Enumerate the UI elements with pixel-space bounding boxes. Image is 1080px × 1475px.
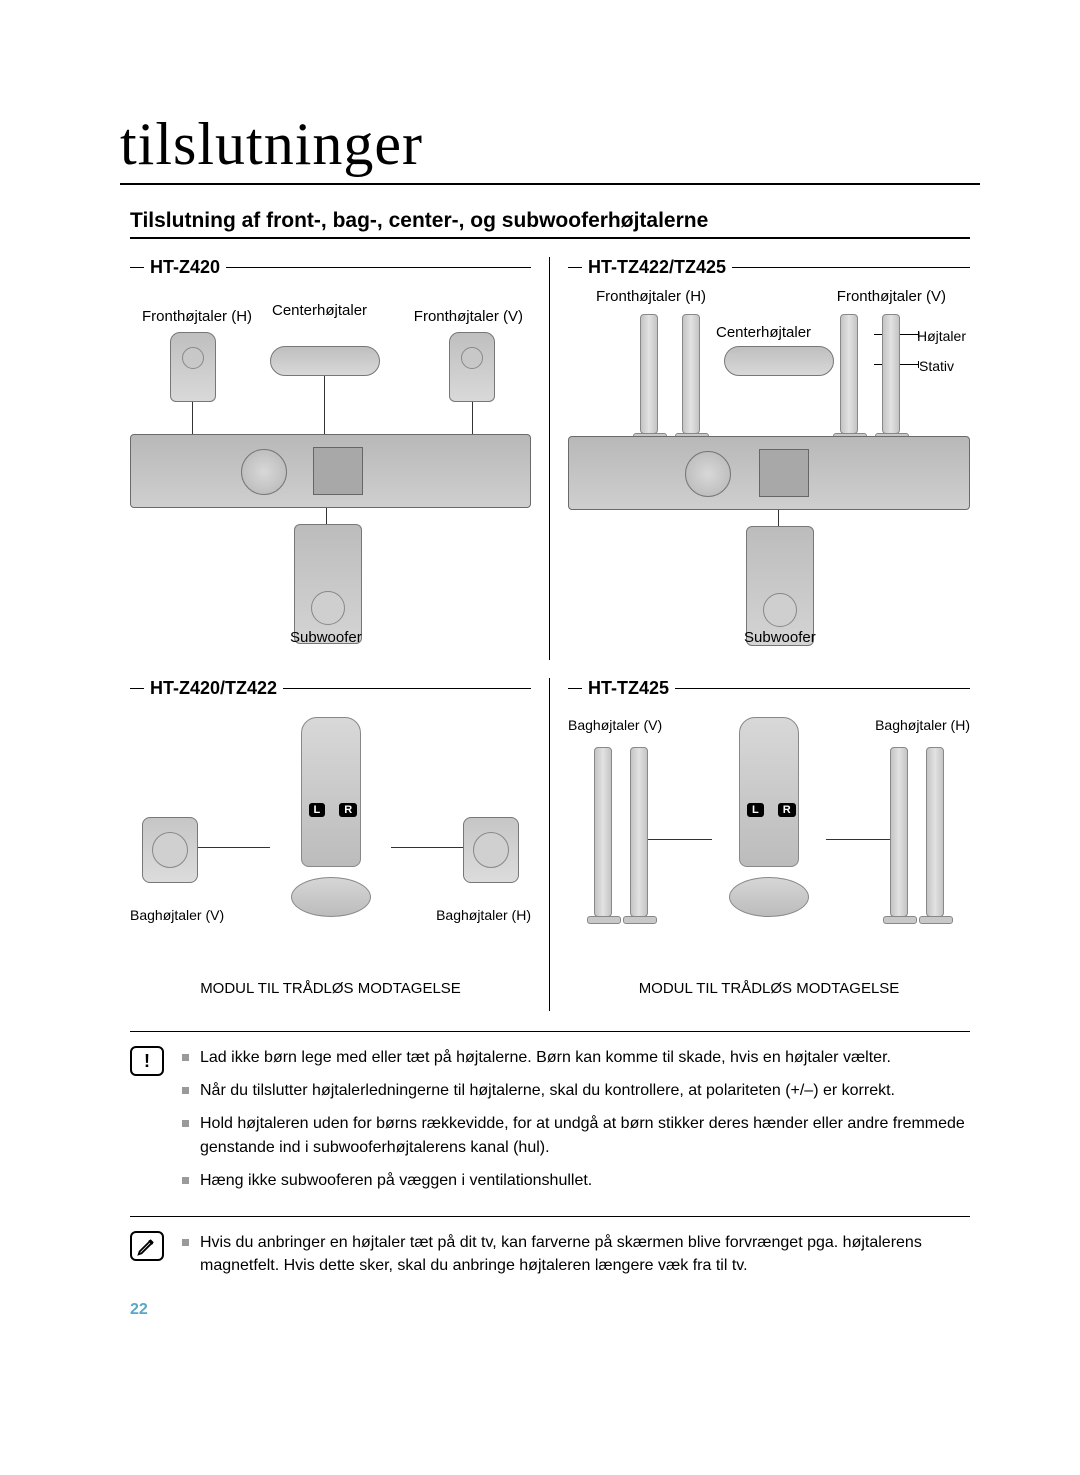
tallspeaker-r2 [682, 314, 700, 434]
separator [130, 1031, 970, 1032]
speaker-front-r [170, 332, 216, 402]
note-icon [130, 1231, 164, 1261]
tall-rear-r2 [890, 747, 908, 917]
wireless-receiver: LR [271, 717, 391, 917]
tallspeaker-r [640, 314, 658, 434]
speaker-center [270, 346, 380, 376]
label-module: MODUL TIL TRÅDLØS MODTAGELSE [130, 980, 531, 997]
label-rear-r: Baghøjtaler (H) [875, 717, 970, 733]
tall-rear-r1 [926, 747, 944, 917]
label-center: Centerhøjtaler [716, 324, 811, 341]
label-rear-l: Baghøjtaler (V) [568, 717, 662, 733]
diagram-title: HT-TZ422/TZ425 [588, 257, 726, 278]
label-rear-l: Baghøjtaler (V) [130, 907, 224, 923]
label-center: Centerhøjtaler [272, 302, 367, 319]
label-front-l: Fronthøjtaler (V) [837, 288, 946, 305]
amplifier-unit [130, 434, 531, 508]
label-module: MODUL TIL TRÅDLØS MODTAGELSE [568, 980, 970, 997]
diagram-title: HT-TZ425 [588, 678, 669, 699]
label-stand: Stativ [919, 358, 954, 374]
page-title: tilslutninger [120, 110, 980, 185]
diagram-ht-tz425: HT-TZ425 Baghøjtaler (V) Baghøjtaler (H)… [550, 678, 970, 1011]
diagram-ht-tz422-tz425: HT-TZ422/TZ425 Fronthøjtaler (H) Fronthø… [550, 257, 970, 660]
tallspeaker-l [882, 314, 900, 434]
separator [130, 1216, 970, 1217]
amplifier-unit [568, 436, 970, 510]
warning-list: Lad ikke børn lege med eller tæt på højt… [182, 1046, 970, 1202]
wireless-receiver: LR [709, 717, 829, 917]
warning-item: Hold højtaleren uden for børns rækkevidd… [182, 1112, 970, 1158]
tall-rear-l2 [630, 747, 648, 917]
warning-icon: ! [130, 1046, 164, 1076]
label-sub: Subwoofer [290, 629, 362, 646]
warning-block: ! Lad ikke børn lege med eller tæt på hø… [130, 1046, 970, 1202]
warning-item: Når du tilslutter højtalerledningerne ti… [182, 1079, 970, 1102]
subwoofer [746, 526, 814, 646]
rear-speaker-r [463, 817, 519, 883]
subwoofer [294, 524, 362, 644]
speaker-center [724, 346, 834, 376]
diagram-title: HT-Z420/TZ422 [150, 678, 277, 699]
diagram-ht-z420-tz422: HT-Z420/TZ422 LR Baghøjtaler (V) Baghøjt… [130, 678, 550, 1011]
note-block: Hvis du anbringer en højtaler tæt på dit… [130, 1231, 970, 1287]
label-sub: Subwoofer [744, 629, 816, 646]
warning-item: Hæng ikke subwooferen på væggen i ventil… [182, 1169, 970, 1192]
label-front-r: Fronthøjtaler (H) [142, 308, 252, 325]
diagram-ht-z420: HT-Z420 Fronthøjtaler (H) Centerhøjtaler… [130, 257, 550, 660]
section-heading: Tilslutning af front-, bag-, center-, og… [130, 209, 970, 239]
page-number: 22 [130, 1301, 980, 1319]
label-speaker: Højtaler [917, 328, 966, 344]
label-rear-r: Baghøjtaler (H) [436, 907, 531, 923]
tall-rear-l1 [594, 747, 612, 917]
warning-item: Lad ikke børn lege med eller tæt på højt… [182, 1046, 970, 1069]
speaker-front-l [449, 332, 495, 402]
label-front-l: Fronthøjtaler (V) [414, 308, 523, 325]
rear-speaker-l [142, 817, 198, 883]
label-front-r: Fronthøjtaler (H) [596, 288, 706, 305]
diagram-grid: HT-Z420 Fronthøjtaler (H) Centerhøjtaler… [130, 257, 970, 1011]
note-item: Hvis du anbringer en højtaler tæt på dit… [182, 1231, 970, 1277]
tallspeaker-l2 [840, 314, 858, 434]
diagram-title: HT-Z420 [150, 257, 220, 278]
note-list: Hvis du anbringer en højtaler tæt på dit… [182, 1231, 970, 1287]
